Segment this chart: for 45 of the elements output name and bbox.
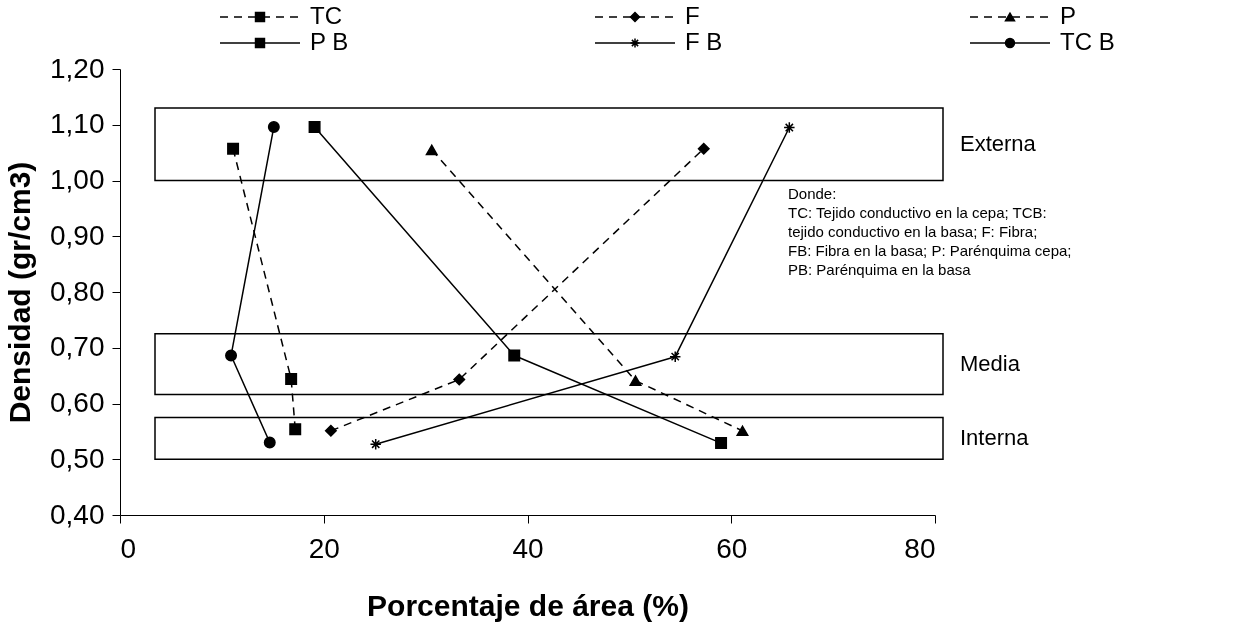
legend-label: F B [685, 28, 723, 55]
point [697, 142, 710, 155]
point [267, 121, 280, 133]
y-tick-label: 1,20 [50, 52, 105, 84]
y-tick-label: 0,40 [50, 498, 105, 530]
point [227, 142, 240, 155]
legend-label: F [685, 2, 700, 29]
x-tick-label: 20 [308, 532, 340, 564]
x-axis-title: Porcentaje de área (%) [367, 588, 689, 622]
annotation: TC: Tejido conductivo en la cepa; TCB: tejido conductivo en la basa; F: Fibra; FB: Fibra en la basa; P: Parénquima cepa; PB: Parénquima en la basa [788, 204, 1072, 278]
x-tick-label: 0 [120, 532, 137, 564]
band-label: Media [960, 351, 1021, 377]
point [308, 120, 321, 133]
band-label: Interna [960, 425, 1030, 451]
y-tick-label: 0,60 [50, 387, 105, 418]
x-tick-label: 60 [716, 532, 748, 564]
y-tick-label: 0,80 [50, 275, 105, 307]
point [369, 438, 382, 451]
point [425, 144, 438, 156]
legend-label: P B [310, 28, 349, 55]
point [289, 423, 302, 436]
point [285, 372, 298, 385]
point [715, 437, 728, 450]
y-tick-label: 1,10 [50, 108, 105, 140]
point [453, 373, 466, 386]
point [225, 349, 238, 362]
y-tick-label: 0,70 [50, 331, 105, 363]
point [324, 424, 337, 437]
annotation: Donde: [788, 185, 837, 202]
point [508, 349, 521, 362]
legend-label: TC [310, 2, 342, 29]
point [783, 121, 796, 134]
point [263, 436, 276, 449]
y-tick-label: 0,90 [50, 219, 105, 251]
x-tick-label: 40 [512, 532, 544, 564]
legend-label: P [1060, 2, 1077, 29]
point [629, 375, 642, 386]
y-tick-label: 0,50 [50, 442, 105, 474]
x-tick-label: 80 [904, 532, 936, 564]
y-axis-title: Densidad (gr/cm3) [3, 161, 36, 424]
point [736, 425, 749, 437]
band-label: Externa [960, 131, 1037, 157]
y-tick-label: 1,00 [50, 164, 105, 195]
point [669, 350, 682, 363]
legend-label: TC B [1060, 28, 1115, 55]
